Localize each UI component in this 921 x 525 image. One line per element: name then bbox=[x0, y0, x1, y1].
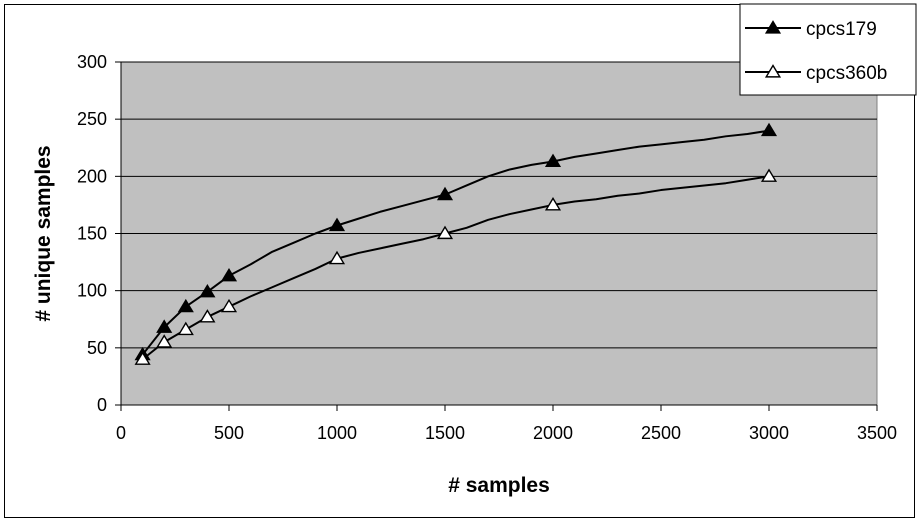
x-tick-label-3000: 3000 bbox=[749, 423, 789, 443]
y-tick-label-150: 150 bbox=[77, 224, 107, 244]
x-axis-title: # samples bbox=[448, 474, 550, 497]
y-axis-title: # unique samples bbox=[32, 145, 55, 321]
y-tick-label-100: 100 bbox=[77, 281, 107, 301]
x-tick-label-0: 0 bbox=[116, 423, 126, 443]
data-point-cpcs179-1000 bbox=[328, 217, 346, 232]
series-layer bbox=[134, 122, 778, 365]
axes bbox=[115, 61, 878, 411]
data-point-cpcs360b-1000 bbox=[328, 250, 346, 265]
data-point-cpcs360b-2000 bbox=[544, 197, 562, 211]
data-point-cpcs360b-500 bbox=[220, 298, 238, 313]
data-point-cpcs360b-100 bbox=[134, 351, 151, 365]
legend: cpcs179 cpcs360b bbox=[739, 3, 917, 96]
data-point-cpcs179-3000 bbox=[760, 122, 778, 137]
data-point-cpcs360b-300 bbox=[177, 321, 194, 336]
data-point-cpcs179-300 bbox=[177, 298, 194, 313]
x-tick-label-2000: 2000 bbox=[533, 423, 573, 443]
x-tick-label-2500: 2500 bbox=[641, 423, 681, 443]
data-point-cpcs360b-3000 bbox=[760, 168, 778, 182]
legend-marker-cpcs360b bbox=[764, 64, 782, 78]
x-tick-label-1000: 1000 bbox=[317, 423, 357, 443]
series-line-cpcs360b bbox=[141, 175, 770, 361]
x-tick-label-3500: 3500 bbox=[857, 423, 897, 443]
data-point-cpcs179-2000 bbox=[544, 153, 562, 168]
data-point-cpcs179-500 bbox=[220, 267, 238, 282]
x-tick-label-1500: 1500 bbox=[425, 423, 465, 443]
x-tick-label-500: 500 bbox=[214, 423, 244, 443]
y-tick-label-200: 200 bbox=[77, 166, 107, 186]
data-point-cpcs179-400 bbox=[199, 283, 216, 298]
data-point-cpcs360b-400 bbox=[199, 309, 216, 323]
tick-labels: 0 500 1000 1500 2000 2500 3000 3500 0 50 100 150 200… bbox=[77, 52, 897, 443]
y-tick-label-300: 300 bbox=[77, 52, 107, 72]
legend-label-cpcs360b: cpcs360b bbox=[806, 63, 887, 84]
y-tick-label-250: 250 bbox=[77, 109, 107, 129]
legend-box bbox=[739, 3, 917, 96]
y-tick-label-0: 0 bbox=[97, 395, 107, 415]
y-tick-label-50: 50 bbox=[87, 338, 107, 358]
data-point-cpcs360b-200 bbox=[156, 334, 173, 348]
data-point-cpcs179-1500 bbox=[436, 186, 454, 201]
legend-label-cpcs179: cpcs179 bbox=[806, 19, 877, 40]
series-line-cpcs179 bbox=[141, 129, 770, 356]
gridlines bbox=[121, 61, 877, 349]
legend-marker-cpcs179 bbox=[764, 20, 782, 34]
data-point-cpcs360b-1500 bbox=[436, 225, 454, 240]
data-point-cpcs179-200 bbox=[156, 319, 173, 333]
